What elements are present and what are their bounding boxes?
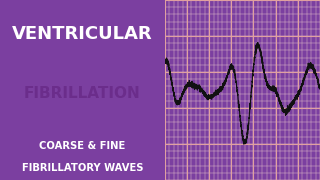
- Text: FIBRILLATION: FIBRILLATION: [24, 86, 141, 101]
- Text: VENTRICULAR: VENTRICULAR: [12, 25, 153, 43]
- Text: COARSE & FINE: COARSE & FINE: [39, 141, 125, 151]
- Text: FIBRILLATORY WAVES: FIBRILLATORY WAVES: [22, 163, 143, 173]
